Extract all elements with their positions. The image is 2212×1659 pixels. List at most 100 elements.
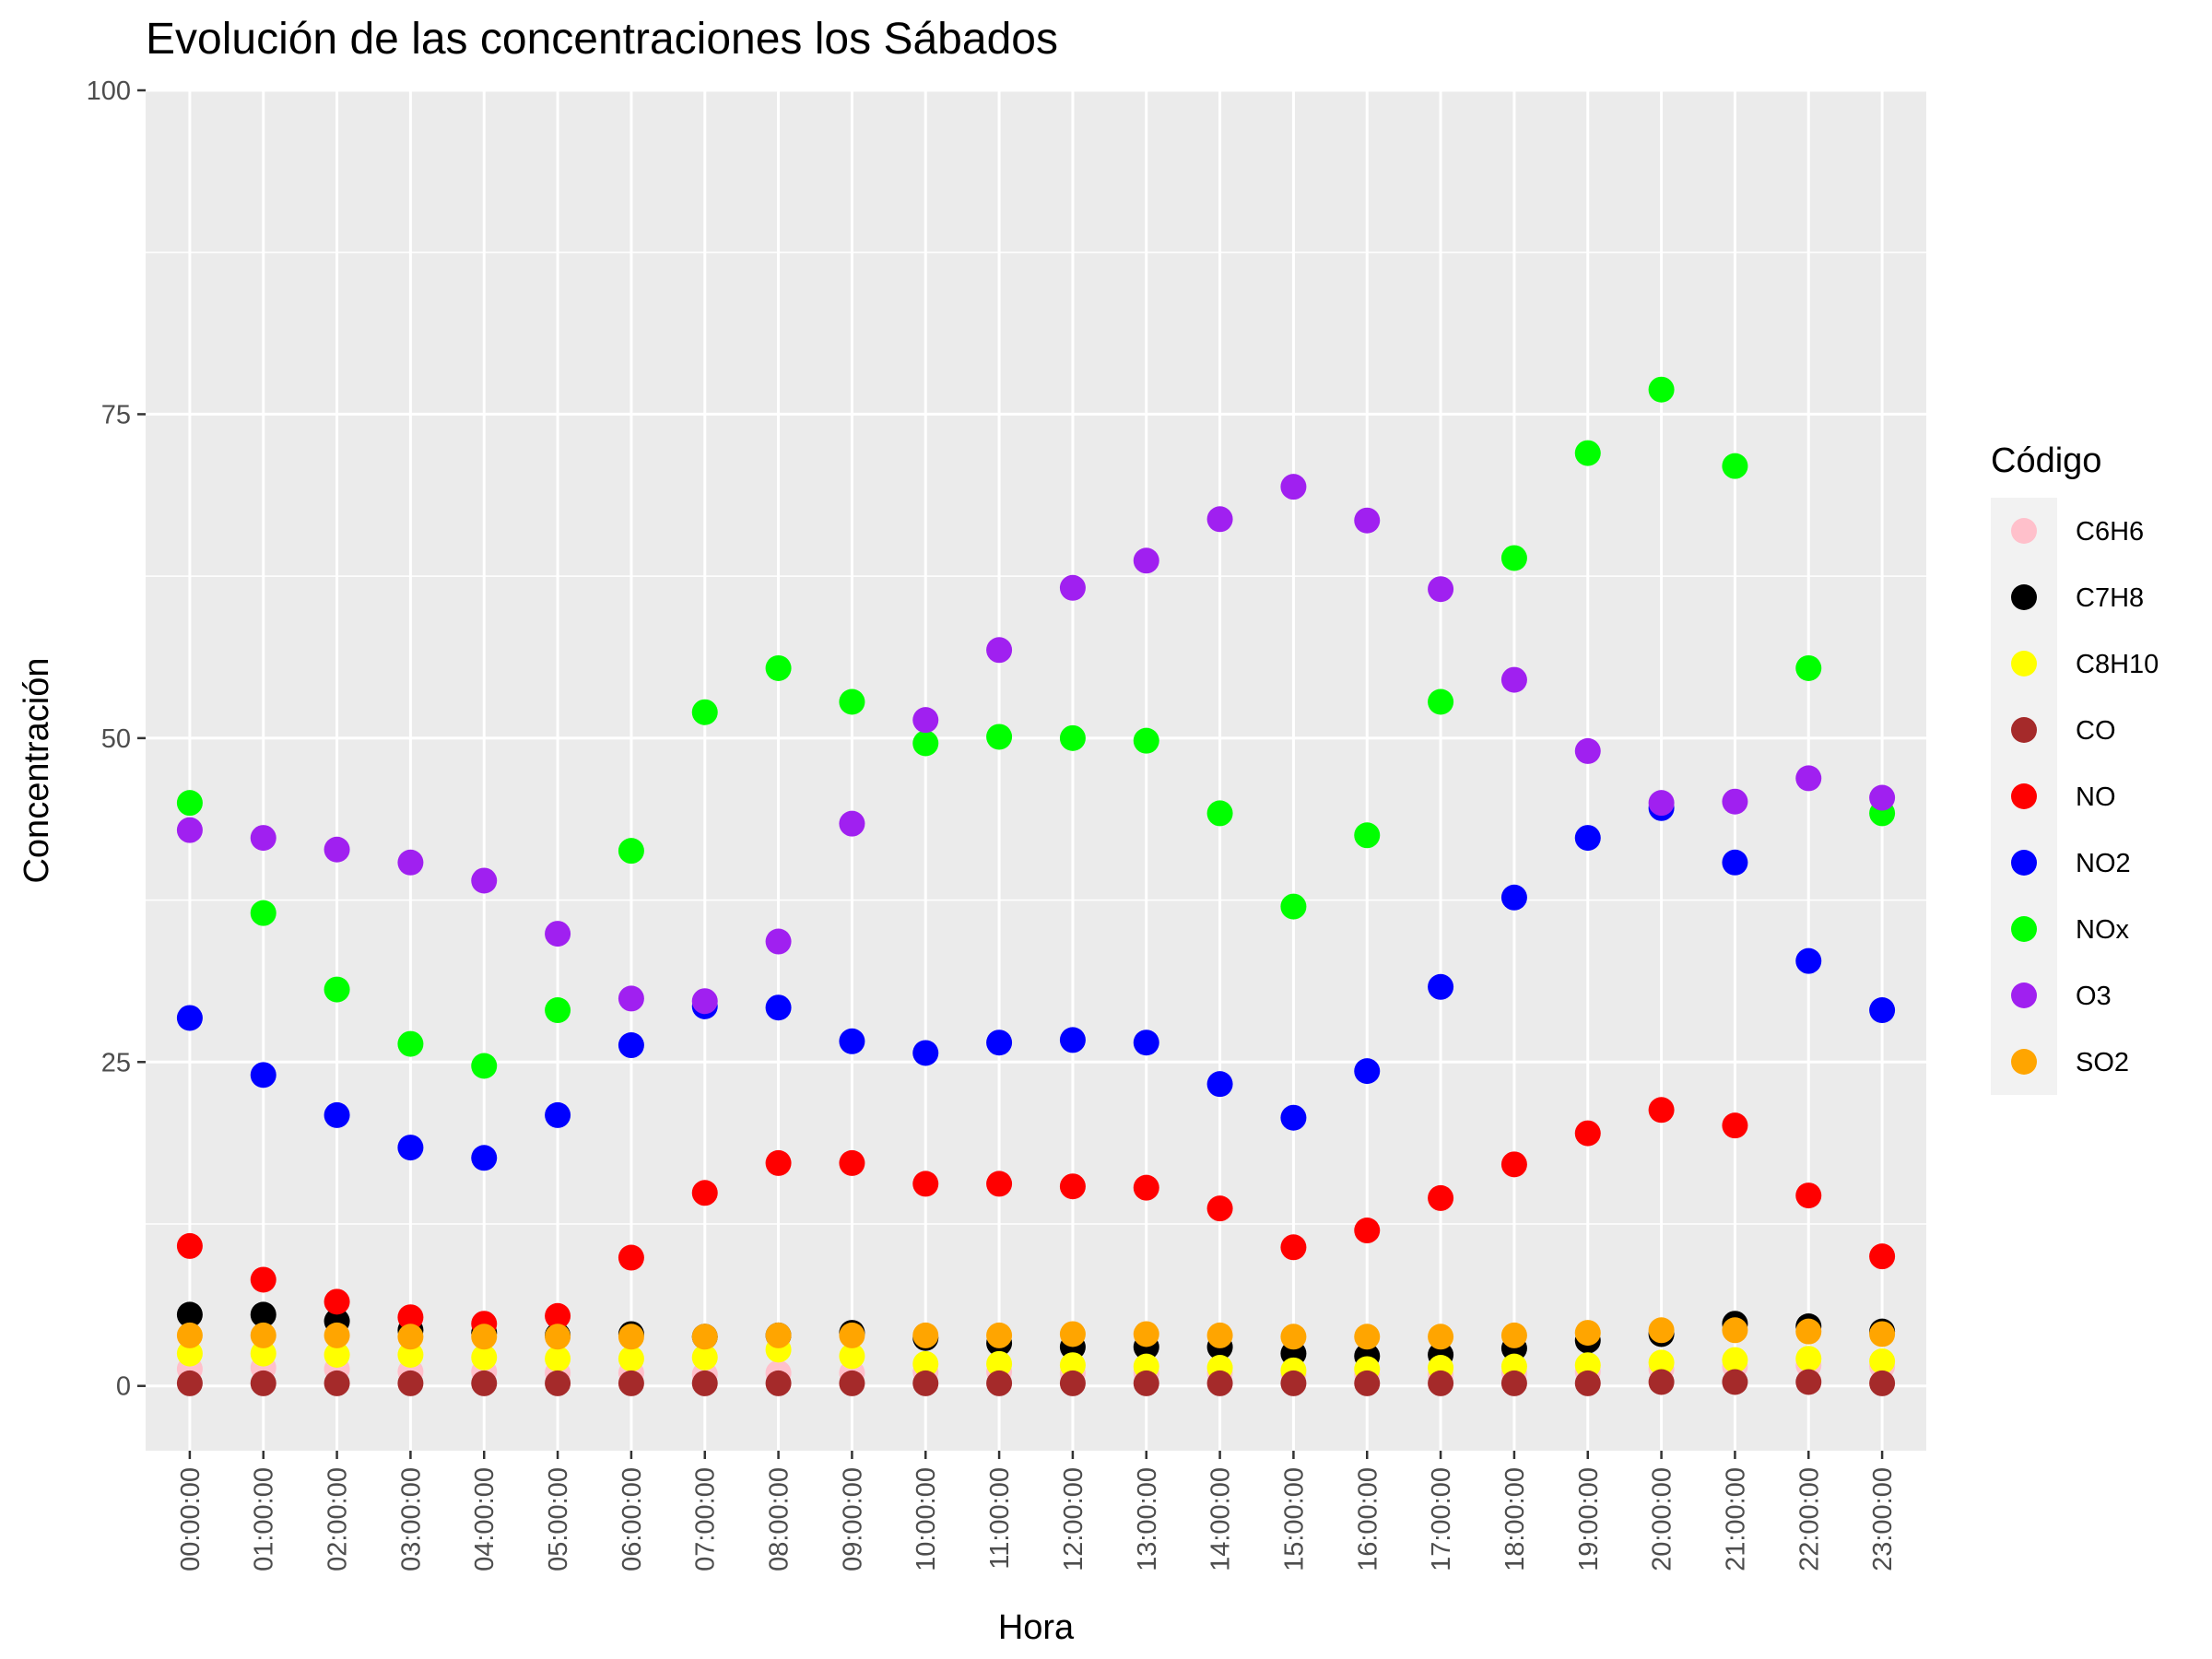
x-tick-label: 14:00:00 xyxy=(1206,1467,1236,1571)
point-so2 xyxy=(545,1324,571,1350)
point-no2 xyxy=(765,994,792,1021)
point-so2 xyxy=(1574,1320,1601,1347)
point-co xyxy=(545,1370,571,1396)
legend-key-so2 xyxy=(2011,1049,2037,1075)
legend-label-no: NO xyxy=(2076,782,2116,812)
legend-key-co xyxy=(2011,717,2037,743)
point-no xyxy=(1280,1234,1307,1261)
point-co xyxy=(912,1370,939,1396)
point-o3 xyxy=(397,849,424,876)
point-c8h10 xyxy=(1722,1347,1748,1373)
point-co xyxy=(986,1370,1013,1396)
point-c8h10 xyxy=(912,1350,939,1377)
point-so2 xyxy=(176,1322,203,1348)
point-co xyxy=(765,1370,792,1396)
point-c8h10 xyxy=(1059,1352,1086,1379)
point-no xyxy=(176,1232,203,1259)
legend: Código C6H6 C7H8 C8H10 CO NO NO2 NOx O3 SO2 xyxy=(1991,441,2159,1095)
point-so2 xyxy=(986,1322,1013,1348)
point-c8h10 xyxy=(839,1343,865,1370)
point-so2 xyxy=(839,1322,865,1348)
point-nox xyxy=(765,654,792,681)
point-so2 xyxy=(912,1322,939,1348)
point-no2 xyxy=(1500,884,1527,911)
point-o3 xyxy=(1795,765,1822,792)
point-no2 xyxy=(545,1101,571,1128)
x-tick-label: 00:00:00 xyxy=(176,1467,206,1571)
x-tick-label: 04:00:00 xyxy=(470,1467,500,1571)
legend-key-nox xyxy=(2011,916,2037,942)
point-no2 xyxy=(324,1101,350,1128)
point-so2 xyxy=(1206,1322,1233,1348)
point-no2 xyxy=(839,1028,865,1054)
y-axis-title: Concentración xyxy=(18,657,56,883)
legend-key-c8h10 xyxy=(2011,651,2037,677)
point-so2 xyxy=(1354,1324,1381,1350)
x-tick-label: 08:00:00 xyxy=(765,1467,794,1571)
plot-panel xyxy=(146,90,1926,1451)
point-no xyxy=(1059,1173,1086,1200)
point-nox xyxy=(1574,440,1601,466)
point-c7h8 xyxy=(176,1301,203,1328)
point-co xyxy=(1428,1370,1454,1396)
legend-title: Código xyxy=(1991,441,2101,480)
x-tick-label: 11:00:00 xyxy=(985,1467,1015,1570)
point-nox xyxy=(397,1030,424,1057)
legend-label-c8h10: C8H10 xyxy=(2076,650,2159,679)
point-no2 xyxy=(618,1032,644,1059)
x-tick-label: 22:00:00 xyxy=(1794,1467,1824,1571)
point-no2 xyxy=(912,1040,939,1066)
legend-key-no xyxy=(2011,783,2037,809)
point-no xyxy=(545,1302,571,1329)
point-nox xyxy=(545,997,571,1024)
x-tick-label: 06:00:00 xyxy=(618,1467,647,1571)
point-so2 xyxy=(1059,1321,1086,1347)
point-c8h10 xyxy=(691,1344,718,1371)
x-tick-label: 03:00:00 xyxy=(396,1467,426,1571)
point-o3 xyxy=(1500,666,1527,693)
point-nox xyxy=(1059,724,1086,751)
point-so2 xyxy=(324,1322,350,1348)
point-no2 xyxy=(1059,1027,1086,1053)
point-no xyxy=(1574,1120,1601,1147)
point-so2 xyxy=(1869,1321,1896,1347)
point-nox xyxy=(1795,654,1822,681)
point-no xyxy=(839,1149,865,1176)
point-no xyxy=(324,1288,350,1315)
point-c8h10 xyxy=(250,1340,276,1367)
point-so2 xyxy=(1722,1317,1748,1344)
legend-key-c6h6 xyxy=(2011,518,2037,544)
point-nox xyxy=(1133,727,1159,754)
point-so2 xyxy=(1428,1324,1454,1350)
point-co xyxy=(618,1370,644,1396)
point-no2 xyxy=(1869,997,1896,1024)
point-no2 xyxy=(1354,1058,1381,1085)
y-tick-label: 0 xyxy=(116,1372,131,1402)
point-no2 xyxy=(397,1135,424,1161)
point-nox xyxy=(471,1053,498,1079)
y-tick-label: 25 xyxy=(101,1048,131,1077)
point-co xyxy=(397,1370,424,1396)
legend-label-no2: NO2 xyxy=(2076,849,2131,878)
point-co xyxy=(1574,1370,1601,1396)
point-no xyxy=(1354,1218,1381,1244)
point-nox xyxy=(1206,800,1233,827)
y-tick-label: 50 xyxy=(101,724,131,754)
point-no xyxy=(618,1244,644,1271)
point-co xyxy=(1648,1369,1675,1395)
point-o3 xyxy=(1059,574,1086,601)
point-c8h10 xyxy=(545,1346,571,1372)
point-co xyxy=(471,1370,498,1396)
point-o3 xyxy=(1280,474,1307,500)
legend-label-o3: O3 xyxy=(2076,982,2112,1011)
point-so2 xyxy=(618,1324,644,1350)
point-nox xyxy=(1648,376,1675,403)
point-no xyxy=(986,1171,1013,1197)
grid-lines xyxy=(146,88,1926,1451)
point-co xyxy=(1795,1369,1822,1395)
point-no xyxy=(1500,1151,1527,1178)
legend-label-nox: NOx xyxy=(2076,915,2130,945)
point-no xyxy=(397,1304,424,1331)
point-so2 xyxy=(765,1322,792,1348)
point-no2 xyxy=(1795,947,1822,974)
